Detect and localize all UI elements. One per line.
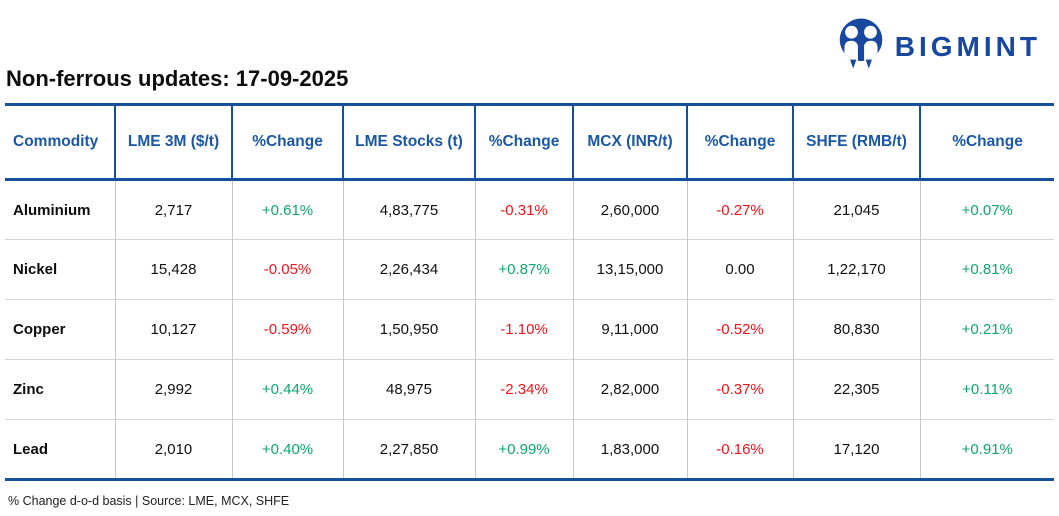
table-cell: +0.07% xyxy=(919,179,1054,240)
col-header-change-3: %Change xyxy=(686,104,793,181)
table-cell: 9,11,000 xyxy=(572,299,687,360)
commodity-table-wrap: Commodity LME 3M ($/t) %Change LME Stock… xyxy=(5,103,1054,481)
commodity-name: Zinc xyxy=(5,359,115,420)
col-header-mcx: MCX (INR/t) xyxy=(572,104,687,181)
table-cell: +0.99% xyxy=(474,419,573,480)
table-cell: 10,127 xyxy=(114,299,232,360)
table-cell: 80,830 xyxy=(792,299,920,360)
commodity-name: Copper xyxy=(5,299,115,360)
bigmint-logo-icon xyxy=(837,18,885,76)
table-cell: -0.37% xyxy=(686,359,793,420)
table-cell: 21,045 xyxy=(792,179,920,240)
table-cell: 48,975 xyxy=(342,359,475,420)
table-cell: +0.81% xyxy=(919,239,1054,300)
brand-name: BIGMINT xyxy=(894,31,1041,62)
table-cell: 13,15,000 xyxy=(572,239,687,300)
table-row-nickel: Nickel 15,428 -0.05% 2,26,434 +0.87% 13,15,00… xyxy=(5,239,1054,300)
table-cell: 0.00 xyxy=(686,239,793,300)
table-cell: 2,82,000 xyxy=(572,359,687,420)
col-header-change-1: %Change xyxy=(231,104,343,181)
col-header-change-4: %Change xyxy=(919,104,1054,181)
table-cell: 2,992 xyxy=(114,359,232,420)
table-cell: -0.05% xyxy=(231,239,343,300)
table-cell: +0.87% xyxy=(474,239,573,300)
table-cell: -0.27% xyxy=(686,179,793,240)
table-cell: +0.40% xyxy=(231,419,343,480)
col-header-lme-stocks: LME Stocks (t) xyxy=(342,104,475,181)
table-cell: 4,83,775 xyxy=(342,179,475,240)
table-cell: -0.59% xyxy=(231,299,343,360)
table-cell: 15,428 xyxy=(114,239,232,300)
table-row-aluminium: Aluminium 2,717 +0.61% 4,83,775 -0.31% 2,60,0… xyxy=(5,179,1054,240)
footnote: % Change d-o-d basis | Source: LME, MCX,… xyxy=(8,494,290,508)
table-cell: 2,717 xyxy=(114,179,232,240)
table-cell: -0.16% xyxy=(686,419,793,480)
table-cell: -1.10% xyxy=(474,299,573,360)
page-title: Non-ferrous updates: 17-09-2025 xyxy=(6,66,349,91)
bigmint-brand: BIGMINT xyxy=(837,18,1041,76)
table-cell: 2,27,850 xyxy=(342,419,475,480)
table-cell: 1,83,000 xyxy=(572,419,687,480)
col-header-shfe: SHFE (RMB/t) xyxy=(792,104,920,181)
table-cell: 1,22,170 xyxy=(792,239,920,300)
col-header-commodity: Commodity xyxy=(5,104,115,181)
col-header-change-2: %Change xyxy=(474,104,573,181)
table-row-lead: Lead 2,010 +0.40% 2,27,850 +0.99% 1,83,000 -0.… xyxy=(5,419,1054,480)
col-header-lme-3m: LME 3M ($/t) xyxy=(114,104,232,181)
table-cell: -0.31% xyxy=(474,179,573,240)
commodity-name: Aluminium xyxy=(5,179,115,240)
table-cell: +0.61% xyxy=(231,179,343,240)
table-cell: -2.34% xyxy=(474,359,573,420)
table-cell: 22,305 xyxy=(792,359,920,420)
table-header-row: Commodity LME 3M ($/t) %Change LME Stock… xyxy=(5,104,1054,181)
table-cell: 2,010 xyxy=(114,419,232,480)
table-cell: 2,26,434 xyxy=(342,239,475,300)
table-row-copper: Copper 10,127 -0.59% 1,50,950 -1.10% 9,11,000… xyxy=(5,299,1054,360)
table-cell: 1,50,950 xyxy=(342,299,475,360)
table-row-zinc: Zinc 2,992 +0.44% 48,975 -2.34% 2,82,000 -0.37… xyxy=(5,359,1054,420)
table-cell: +0.11% xyxy=(919,359,1054,420)
table-cell: +0.91% xyxy=(919,419,1054,480)
commodity-name: Lead xyxy=(5,419,115,480)
table-cell: 2,60,000 xyxy=(572,179,687,240)
table-cell: +0.44% xyxy=(231,359,343,420)
table-cell: +0.21% xyxy=(919,299,1054,360)
commodity-table: Commodity LME 3M ($/t) %Change LME Stock… xyxy=(5,103,1054,481)
table-cell: 17,120 xyxy=(792,419,920,480)
commodity-name: Nickel xyxy=(5,239,115,300)
table-cell: -0.52% xyxy=(686,299,793,360)
